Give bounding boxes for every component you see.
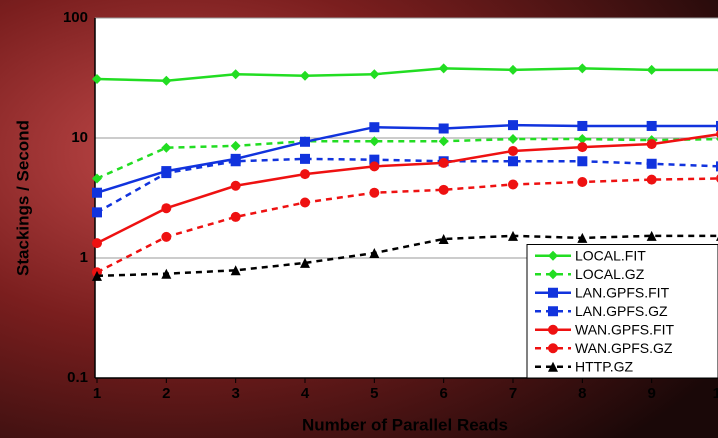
x-tick-label: 3 bbox=[231, 385, 239, 402]
y-tick-label: 0.1 bbox=[67, 369, 88, 386]
marker bbox=[577, 142, 587, 152]
y-tick-label: 10 bbox=[71, 129, 88, 146]
marker bbox=[300, 137, 310, 147]
marker bbox=[369, 188, 379, 198]
x-tick-label: 10 bbox=[713, 385, 718, 402]
legend-label: LOCAL.GZ bbox=[575, 266, 645, 282]
marker bbox=[300, 154, 310, 164]
x-axis-title: Number of Parallel Reads bbox=[302, 415, 508, 434]
marker bbox=[577, 156, 587, 166]
legend-marker bbox=[548, 306, 558, 316]
x-tick-label: 6 bbox=[439, 385, 447, 402]
legend-marker bbox=[548, 325, 558, 335]
marker bbox=[647, 175, 657, 185]
marker bbox=[439, 185, 449, 195]
x-tick-label: 8 bbox=[578, 385, 586, 402]
chart: Stackings / Second Number of Parallel Re… bbox=[0, 0, 718, 438]
marker bbox=[439, 158, 449, 168]
marker bbox=[439, 123, 449, 133]
marker bbox=[231, 156, 241, 166]
page: {"chart_data": {"type": "line", "y_label… bbox=[0, 0, 718, 438]
y-axis-title: Stackings / Second bbox=[13, 120, 32, 276]
legend-label: WAN.GPFS.FIT bbox=[575, 321, 674, 337]
x-tick-label: 4 bbox=[301, 385, 310, 402]
marker bbox=[231, 181, 241, 191]
x-tick-label: 2 bbox=[162, 385, 170, 402]
marker bbox=[369, 161, 379, 171]
legend-label: LAN.GPFS.GZ bbox=[575, 303, 668, 319]
x-tick-label: 9 bbox=[647, 385, 655, 402]
marker bbox=[92, 238, 102, 248]
legend-marker bbox=[548, 343, 558, 353]
marker bbox=[508, 146, 518, 156]
legend-label: LOCAL.FIT bbox=[575, 247, 646, 263]
marker bbox=[508, 156, 518, 166]
x-tick-label: 1 bbox=[93, 385, 101, 402]
marker bbox=[161, 203, 171, 213]
marker bbox=[92, 188, 102, 198]
marker bbox=[508, 179, 518, 189]
y-tick-label: 1 bbox=[80, 249, 88, 266]
marker bbox=[161, 168, 171, 178]
marker bbox=[231, 212, 241, 222]
legend-label: WAN.GPFS.GZ bbox=[575, 340, 673, 356]
marker bbox=[300, 198, 310, 208]
marker bbox=[647, 121, 657, 131]
x-tick-label: 5 bbox=[370, 385, 378, 402]
x-tick-label: 7 bbox=[509, 385, 517, 402]
legend-label: HTTP.GZ bbox=[575, 358, 634, 374]
marker bbox=[508, 120, 518, 130]
legend-marker bbox=[548, 288, 558, 298]
marker bbox=[577, 121, 587, 131]
y-tick-label: 100 bbox=[63, 9, 88, 26]
marker bbox=[577, 177, 587, 187]
marker bbox=[647, 139, 657, 149]
marker bbox=[161, 232, 171, 242]
marker bbox=[647, 159, 657, 169]
marker bbox=[300, 169, 310, 179]
marker bbox=[369, 122, 379, 132]
marker bbox=[92, 207, 102, 217]
legend-label: LAN.GPFS.FIT bbox=[575, 284, 670, 300]
